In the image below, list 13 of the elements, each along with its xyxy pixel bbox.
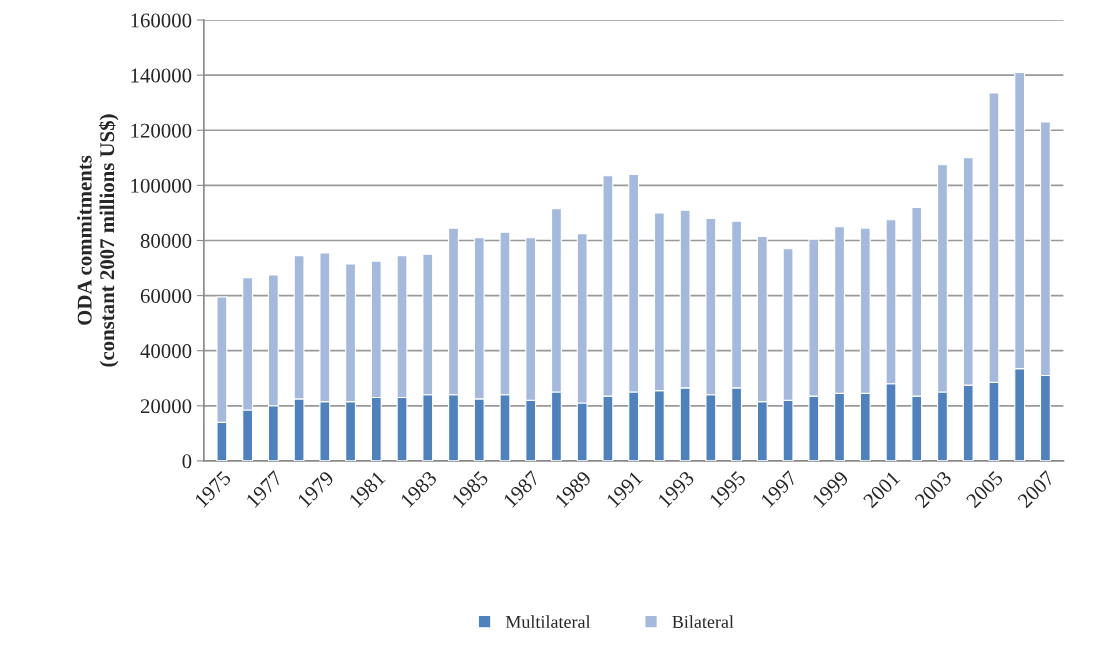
legend-label: Multilateral [505, 615, 591, 629]
y-tick-label: 140000 [131, 68, 192, 83]
x-tick-label: 1981 [348, 470, 386, 508]
y-tick-label: 20000 [140, 399, 192, 414]
y-tick-label: 60000 [140, 288, 192, 304]
y-tick-label: 160000 [131, 13, 192, 28]
y-tick-label: 100000 [131, 178, 192, 193]
y-tick-label: 0 [182, 454, 192, 469]
legend-label: Bilateral [672, 615, 734, 629]
y-tick-label: 40000 [140, 344, 192, 359]
y-tick-label: 80000 [140, 233, 192, 248]
y-axis-title: ODA commitments (constant 2007 millions US$) [77, 114, 119, 367]
y-tick-label: 120000 [131, 123, 192, 138]
